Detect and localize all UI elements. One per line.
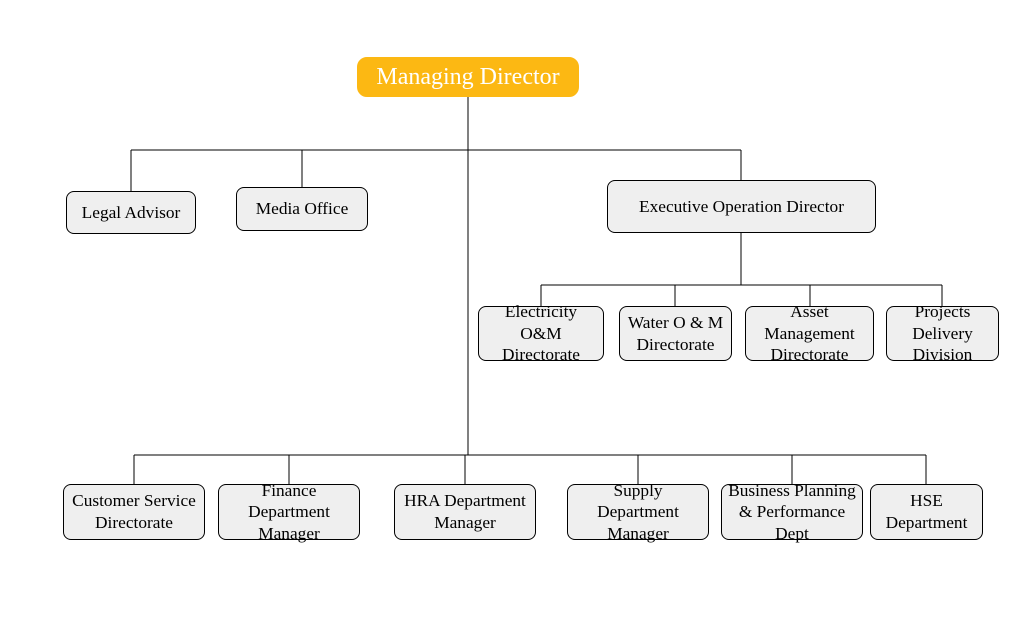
node-water-om: Water O & M Directorate [619, 306, 732, 361]
node-asset-mgmt: Asset Management Directorate [745, 306, 874, 361]
node-customer-service: Customer Service Directorate [63, 484, 205, 540]
node-projects-delivery: Projects Delivery Division [886, 306, 999, 361]
node-electricity-om: Electricity O&M Directorate [478, 306, 604, 361]
node-exec-op-director: Executive Operation Director [607, 180, 876, 233]
node-finance-dept: Finance Department Manager [218, 484, 360, 540]
node-managing-director: Managing Director [357, 57, 579, 97]
node-media-office: Media Office [236, 187, 368, 231]
node-supply-dept: Supply Department Manager [567, 484, 709, 540]
node-hra-dept: HRA Department Manager [394, 484, 536, 540]
node-hse-dept: HSE Department [870, 484, 983, 540]
node-legal-advisor: Legal Advisor [66, 191, 196, 234]
node-biz-planning: Business Planning & Performance Dept [721, 484, 863, 540]
